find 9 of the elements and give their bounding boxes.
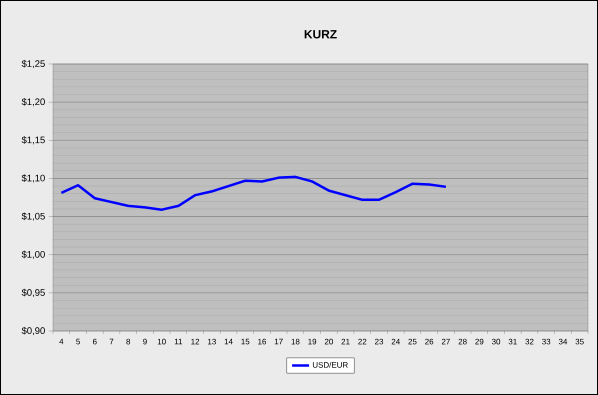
y-tick-label: $0,95 (22, 288, 45, 297)
y-tick-label: $1,10 (22, 174, 45, 183)
chart-title: KURZ (304, 30, 337, 38)
y-tick-label: $1,05 (22, 212, 45, 221)
y-tick-label: $1,20 (22, 98, 45, 106)
y-tick-label: $1,25 (22, 60, 45, 68)
y-tick-label: $0,90 (22, 326, 45, 336)
y-tick-label: $1,15 (22, 136, 45, 144)
y-tick-label: $1,00 (22, 250, 45, 259)
